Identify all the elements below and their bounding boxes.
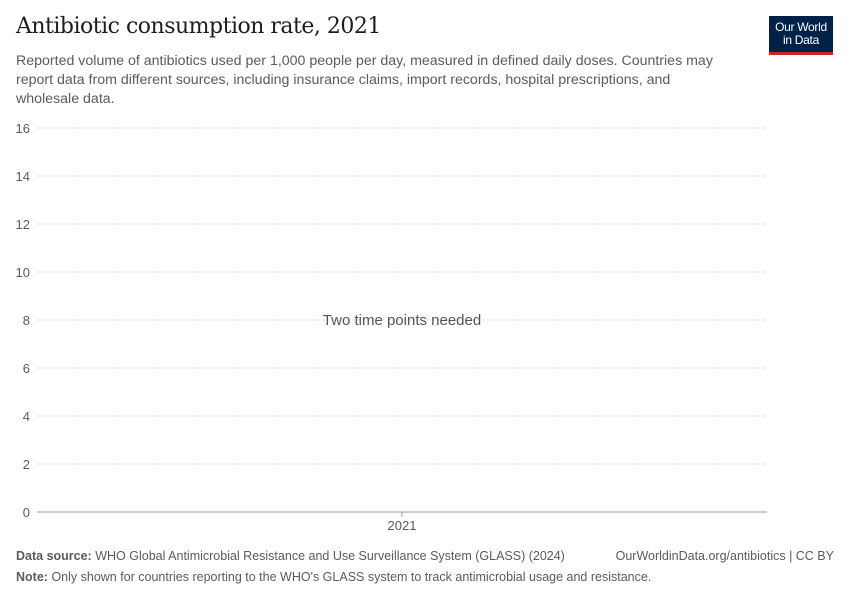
source-link[interactable]: OurWorldinData.org/antibiotics | CC BY [615, 549, 834, 563]
y-tick-label: 16 [16, 121, 30, 136]
source-text: WHO Global Antimicrobial Resistance and … [95, 549, 565, 563]
y-tick-label: 0 [23, 505, 30, 520]
y-tick-label: 10 [16, 265, 30, 280]
y-tick-label: 14 [16, 169, 30, 184]
no-data-message: Two time points needed [323, 312, 481, 329]
logo-line-1: Our World [775, 20, 827, 34]
y-tick-label: 12 [16, 217, 30, 232]
note-label: Note: [16, 570, 48, 584]
owid-logo[interactable]: Our World in Data [769, 16, 833, 55]
chart-title: Antibiotic consumption rate, 2021 [16, 14, 381, 39]
note-text: Only shown for countries reporting to th… [51, 570, 652, 584]
data-source: Data source: WHO Global Antimicrobial Re… [16, 549, 565, 563]
source-label: Data source: [16, 549, 92, 563]
y-tick-label: 4 [23, 409, 30, 424]
y-tick-label: 6 [23, 361, 30, 376]
y-tick-label: 2 [23, 457, 30, 472]
note: Note: Only shown for countries reporting… [16, 570, 651, 584]
chart-subtitle: Reported volume of antibiotics used per … [16, 53, 713, 107]
logo-line-2: in Data [783, 33, 819, 47]
y-tick-label: 8 [23, 313, 30, 328]
x-tick-label: 2021 [388, 518, 417, 533]
